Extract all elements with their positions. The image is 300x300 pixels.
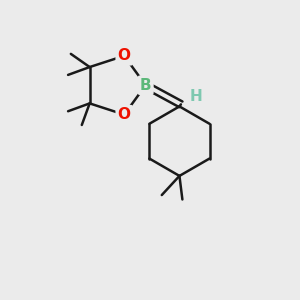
Text: O: O (118, 107, 131, 122)
Text: H: H (189, 88, 202, 104)
Text: B: B (140, 78, 152, 93)
Text: O: O (118, 48, 131, 63)
